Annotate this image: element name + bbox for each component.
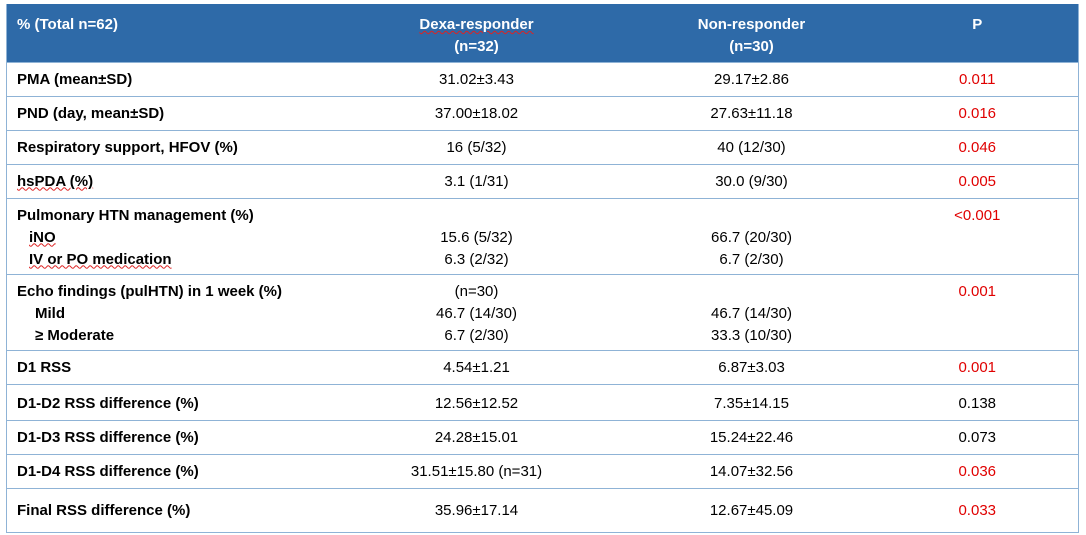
row-label: hsPDA (%): [6, 164, 327, 199]
table-row-echo: Echo findings (pulHTN) in 1 week (%) Mil…: [6, 274, 1079, 351]
pulm-label: Pulmonary HTN management (%): [17, 206, 254, 224]
table-row: D1-D2 RSS difference (%) 12.56±12.52 7.3…: [6, 384, 1079, 421]
echo-sub-mild: Mild: [35, 304, 65, 322]
row-non: 29.17±2.86: [626, 62, 877, 97]
echo-label: Echo findings (pulHTN) in 1 week (%): [17, 282, 283, 300]
row-dexa: 3.1 (1/31): [326, 164, 627, 199]
pulm-non-ino: 66.7 (20/30): [711, 228, 792, 246]
row-p: 0.073: [876, 420, 1079, 455]
pulm-sub-ino: iNO: [17, 227, 317, 249]
row-dexa: 31.51±15.80 (n=31): [326, 454, 627, 489]
row-label: D1-D3 RSS difference (%): [6, 420, 327, 455]
header-dexa-title: Dexa-responder: [419, 16, 534, 33]
row-label-text: PND (day, mean±SD): [17, 104, 165, 122]
row-label: Respiratory support, HFOV (%): [6, 130, 327, 165]
row-non: 14.07±32.56: [626, 454, 877, 489]
row-p: 0.046: [876, 130, 1079, 165]
echo-non-mild: 46.7 (14/30): [711, 304, 792, 322]
row-p: 0.011: [876, 62, 1079, 97]
pulm-dexa-cell: 15.6 (5/32) 6.3 (2/32): [326, 198, 627, 275]
header-total: % (Total n=62): [6, 4, 327, 63]
table-row: Respiratory support, HFOV (%) 16 (5/32) …: [6, 130, 1079, 165]
header-non-title: Non-responder: [697, 16, 806, 33]
row-label-text: hsPDA (%): [17, 172, 94, 190]
row-p: 0.036: [876, 454, 1079, 489]
header-p: P: [876, 4, 1079, 63]
table-row: hsPDA (%) 3.1 (1/31) 30.0 (9/30) 0.005: [6, 164, 1079, 199]
row-label: PND (day, mean±SD): [6, 96, 327, 131]
row-dexa: 24.28±15.01: [326, 420, 627, 455]
pulm-sub-iv: IV or PO medication: [17, 249, 317, 271]
pulm-sub-ino-text: iNO: [29, 228, 56, 246]
echo-dexa-n: (n=30): [454, 282, 499, 300]
header-non-n: (n=30): [729, 38, 774, 55]
row-non: 7.35±14.15: [626, 384, 877, 421]
echo-dexa-moderate: 6.7 (2/30): [444, 326, 509, 344]
row-p: 0.138: [876, 384, 1079, 421]
row-dexa: 4.54±1.21: [326, 350, 627, 385]
header-row: % (Total n=62) Dexa-responder (n=32) Non…: [6, 4, 1079, 63]
pulm-dexa-iv: 6.3 (2/32): [444, 250, 509, 268]
pulm-dexa-ino: 15.6 (5/32): [440, 228, 513, 246]
echo-dexa-mild: 46.7 (14/30): [436, 304, 517, 322]
row-non: 12.67±45.09: [626, 488, 877, 533]
header-dexa-responder: Dexa-responder (n=32): [326, 4, 627, 63]
pulm-non-cell: 66.7 (20/30) 6.7 (2/30): [626, 198, 877, 275]
row-label: D1-D4 RSS difference (%): [6, 454, 327, 489]
row-dexa: 37.00±18.02: [326, 96, 627, 131]
row-label: D1-D2 RSS difference (%): [6, 384, 327, 421]
table-row-pulmonary: Pulmonary HTN management (%) iNO IV or P…: [6, 198, 1079, 275]
row-dexa: 31.02±3.43: [326, 62, 627, 97]
results-table-container: % (Total n=62) Dexa-responder (n=32) Non…: [6, 4, 1079, 533]
row-non: 30.0 (9/30): [626, 164, 877, 199]
row-label: D1 RSS: [6, 350, 327, 385]
row-p: 0.001: [876, 350, 1079, 385]
header-dexa-n: (n=32): [454, 38, 499, 55]
pulm-p: <0.001: [876, 198, 1079, 275]
table-row: D1 RSS 4.54±1.21 6.87±3.03 0.001: [6, 350, 1079, 385]
row-p: 0.016: [876, 96, 1079, 131]
table-row: PND (day, mean±SD) 37.00±18.02 27.63±11.…: [6, 96, 1079, 131]
echo-p: 0.001: [876, 274, 1079, 351]
row-p: 0.033: [876, 488, 1079, 533]
echo-label-cell: Echo findings (pulHTN) in 1 week (%) Mil…: [6, 274, 327, 351]
table-row: Final RSS difference (%) 35.96±17.14 12.…: [6, 488, 1079, 533]
row-non: 27.63±11.18: [626, 96, 877, 131]
table-row: D1-D4 RSS difference (%) 31.51±15.80 (n=…: [6, 454, 1079, 489]
echo-dexa-cell: (n=30) 46.7 (14/30) 6.7 (2/30): [326, 274, 627, 351]
pulm-non-iv: 6.7 (2/30): [719, 250, 784, 268]
pulm-label-cell: Pulmonary HTN management (%) iNO IV or P…: [6, 198, 327, 275]
echo-non-cell: 46.7 (14/30) 33.3 (10/30): [626, 274, 877, 351]
pulm-sub-iv-text: IV or PO medication: [29, 250, 172, 268]
table-row: D1-D3 RSS difference (%) 24.28±15.01 15.…: [6, 420, 1079, 455]
row-dexa: 35.96±17.14: [326, 488, 627, 533]
row-p: 0.005: [876, 164, 1079, 199]
row-label: Final RSS difference (%): [6, 488, 327, 533]
row-dexa: 16 (5/32): [326, 130, 627, 165]
row-dexa: 12.56±12.52: [326, 384, 627, 421]
results-table: % (Total n=62) Dexa-responder (n=32) Non…: [6, 4, 1079, 533]
header-non-responder: Non-responder (n=30): [626, 4, 877, 63]
row-non: 6.87±3.03: [626, 350, 877, 385]
table-row: PMA (mean±SD) 31.02±3.43 29.17±2.86 0.01…: [6, 62, 1079, 97]
row-label: PMA (mean±SD): [6, 62, 327, 97]
echo-non-moderate: 33.3 (10/30): [711, 326, 792, 344]
echo-sub-moderate: ≥ Moderate: [35, 326, 115, 344]
row-non: 40 (12/30): [626, 130, 877, 165]
row-non: 15.24±22.46: [626, 420, 877, 455]
